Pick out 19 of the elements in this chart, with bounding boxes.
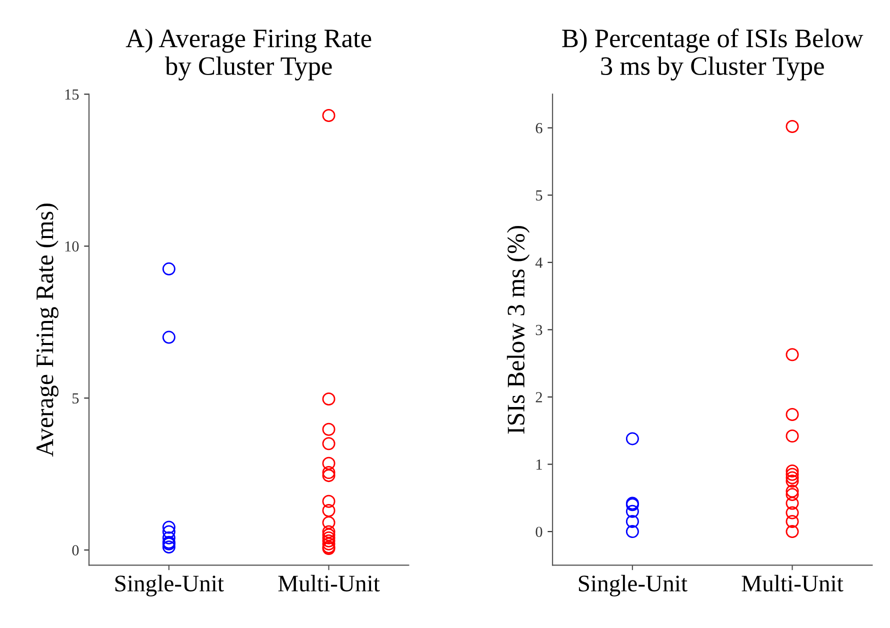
x-tick-label: Multi-Unit: [278, 574, 380, 592]
y-tick-label: 3: [536, 324, 542, 336]
chart-title: A) Average Firing Rate by Cluster Type: [126, 28, 372, 80]
y-tick-label: 0: [536, 526, 542, 538]
x-tick-label: Single-Unit: [578, 574, 688, 596]
x-tick-label: Multi-Unit: [742, 574, 844, 592]
y-tick-label: 0: [72, 545, 79, 556]
y-tick-label: 15: [65, 89, 79, 100]
y-tick-label: 4: [535, 258, 543, 268]
y-tick-label: 5: [536, 190, 542, 201]
y-tick-label: 6: [536, 123, 542, 134]
y-tick-label: 10: [65, 241, 79, 252]
y-tick-label: 5: [72, 393, 79, 404]
y-axis-title: ISIs Below 3 ms (%): [506, 226, 530, 434]
y-axis-title: Average Firing Rate (ms): [36, 204, 58, 457]
chart-title: B) Percentage of ISIs Below 3 ms by Cluster Type: [562, 28, 864, 80]
y-tick-label: 2: [536, 392, 542, 402]
x-tick-label: Single-Unit: [115, 574, 224, 596]
y-tick-label: 1: [536, 459, 542, 470]
